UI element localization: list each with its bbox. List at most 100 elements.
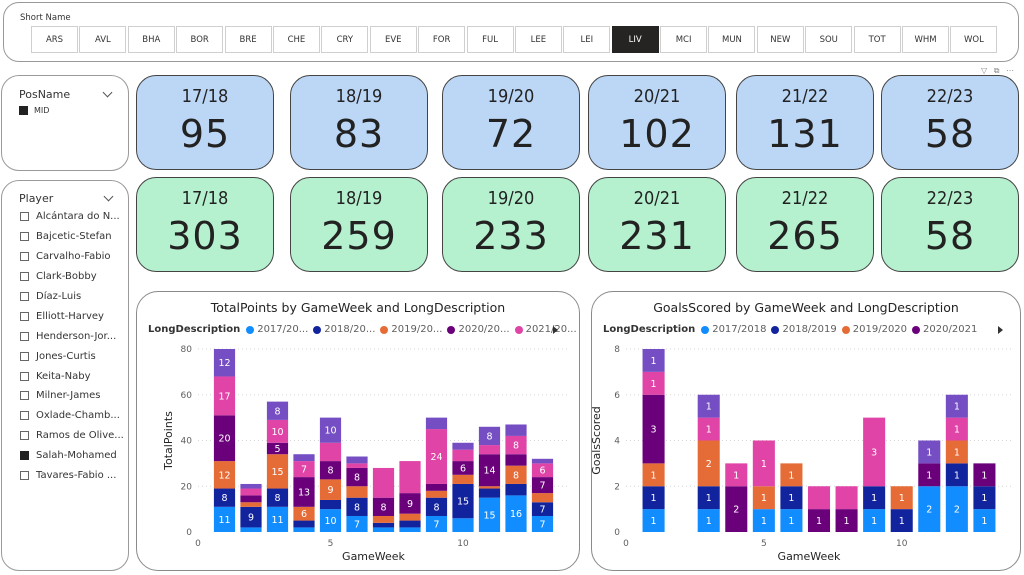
data-label: 1 [981,516,987,527]
checkbox-icon[interactable] [20,391,29,401]
team-button-mun[interactable]: MUN [708,26,756,53]
checkbox-icon[interactable] [20,311,29,321]
data-label: 7 [539,481,545,492]
data-label: 1 [981,470,987,481]
team-button-bha[interactable]: BHA [127,26,175,53]
player-list: Alcántara do N... Bajcetic-Stefan Carvalho… [20,207,124,485]
data-label: 9 [248,513,254,524]
legend-item[interactable]: 2020/20... [447,324,510,335]
data-label: 2 [706,459,712,470]
checkbox-icon[interactable] [20,451,29,461]
player-list-item[interactable]: Díaz-Luis [20,287,124,307]
y-tick-label: 40 [181,437,193,447]
legend-item[interactable]: 2017/2018 [701,324,766,335]
checkbox-icon[interactable] [20,371,29,381]
player-label: Alcántara do N... [36,211,120,223]
legend-dot-icon [912,325,921,334]
x-tick-label: 0 [195,539,201,549]
bar-segment [697,509,720,532]
bar-segment [319,499,342,510]
visual-header-icons[interactable]: ▽ ⧉ ⋯ [981,66,1016,75]
legend-item[interactable]: 2019/2020 [841,324,908,335]
legend-item[interactable]: 2018/20... [313,324,375,335]
data-label: 8 [274,493,280,504]
y-tick-label: 4 [614,437,620,447]
checkbox-icon[interactable] [20,212,29,222]
player-list-item[interactable]: Clark-Bobby [20,267,124,287]
player-list-item[interactable]: Bajcetic-Stefan [20,227,124,247]
legend-item[interactable]: 2021/20... [514,324,577,335]
bar-segment [399,493,421,514]
data-label: 1 [651,470,657,481]
data-label: 13 [298,487,310,498]
kpi-card: 19/20 72 [442,75,580,170]
legend-item[interactable]: 2017/20... [246,324,308,335]
data-label: 8 [380,502,386,513]
legend-next-arrow-icon[interactable] [553,326,558,334]
player-list-item[interactable]: Jones-Curtis [20,346,124,366]
checkbox-icon[interactable] [20,292,29,301]
player-list-item[interactable]: Alcántara do N... [20,207,124,227]
posname-item-mid[interactable]: MID [19,106,49,115]
team-button-lee[interactable]: LEE [514,26,562,53]
chevron-down-icon[interactable] [102,87,113,98]
player-list-item[interactable]: Henderson-Jor... [20,326,124,346]
bar-segment [293,454,315,462]
team-button-liv[interactable]: LIV [611,26,659,53]
player-list-item[interactable]: Salah-Mohamed [20,446,124,466]
checkbox-icon[interactable] [20,431,29,441]
player-list-item[interactable]: Elliott-Harvey [20,306,124,326]
team-button-lei[interactable]: LEI [563,26,611,53]
team-button-bor[interactable]: BOR [176,26,224,53]
player-list-item[interactable]: Tavares-Fabio ... [20,466,124,486]
checkbox-icon[interactable] [20,331,29,341]
team-button-ful[interactable]: FUL [466,26,514,53]
legend-item[interactable]: 2019/20... [380,324,442,335]
team-button-cry[interactable]: CRY [321,26,369,53]
team-button-for[interactable]: FOR [418,26,466,53]
team-button-eve[interactable]: EVE [369,26,417,53]
data-label: 1 [926,470,932,481]
bar-segment [918,463,941,487]
checkbox-icon[interactable] [20,471,29,481]
team-button-sou[interactable]: SOU [805,26,853,53]
bar-segment [642,509,665,532]
bar-segment [452,474,474,484]
team-button-tot[interactable]: TOT [853,26,901,53]
team-button-new[interactable]: NEW [756,26,804,53]
checkbox-icon[interactable] [20,252,29,262]
team-button-che[interactable]: CHE [272,26,320,53]
legend-item[interactable]: 2020/2021 [912,324,977,335]
team-button-whm[interactable]: WHM [902,26,950,53]
bar-segment [319,417,342,443]
checkbox-icon[interactable] [20,272,29,282]
data-label: 2 [926,505,932,516]
team-button-mci[interactable]: MCI [660,26,708,53]
data-label: 12 [218,470,230,481]
player-list-item[interactable]: Ramos de Olive... [20,426,124,446]
bar-segment [973,486,996,510]
checkbox-icon[interactable] [20,351,29,361]
bar-segment [531,458,554,464]
chevron-down-icon[interactable] [103,191,114,202]
data-label: 6 [301,509,307,520]
legend-label: 2019/2020 [852,324,908,335]
legend-item[interactable]: 2018/2019 [771,324,837,335]
player-list-item[interactable]: Carvalho-Fabio [20,247,124,267]
checkbox-icon[interactable] [20,232,29,242]
player-list-item[interactable]: Keita-Naby [20,366,124,386]
player-list-item[interactable]: Oxlade-Chamb... [20,406,124,426]
data-label: 8 [433,502,439,513]
legend-next-arrow-icon[interactable] [998,326,1003,334]
data-label: 24 [430,452,442,463]
team-button-avl[interactable]: AVL [79,26,127,53]
player-list-item[interactable]: Milner-James [20,386,124,406]
checkbox-icon[interactable] [20,411,29,421]
team-button-wol[interactable]: WOL [950,26,998,53]
team-button-ars[interactable]: ARS [31,26,78,53]
bar-segment [346,497,368,516]
team-button-bre[interactable]: BRE [224,26,272,53]
data-label: 7 [539,505,545,516]
checkbox-icon[interactable] [19,106,28,115]
kpi-card-value: 265 [767,214,843,258]
